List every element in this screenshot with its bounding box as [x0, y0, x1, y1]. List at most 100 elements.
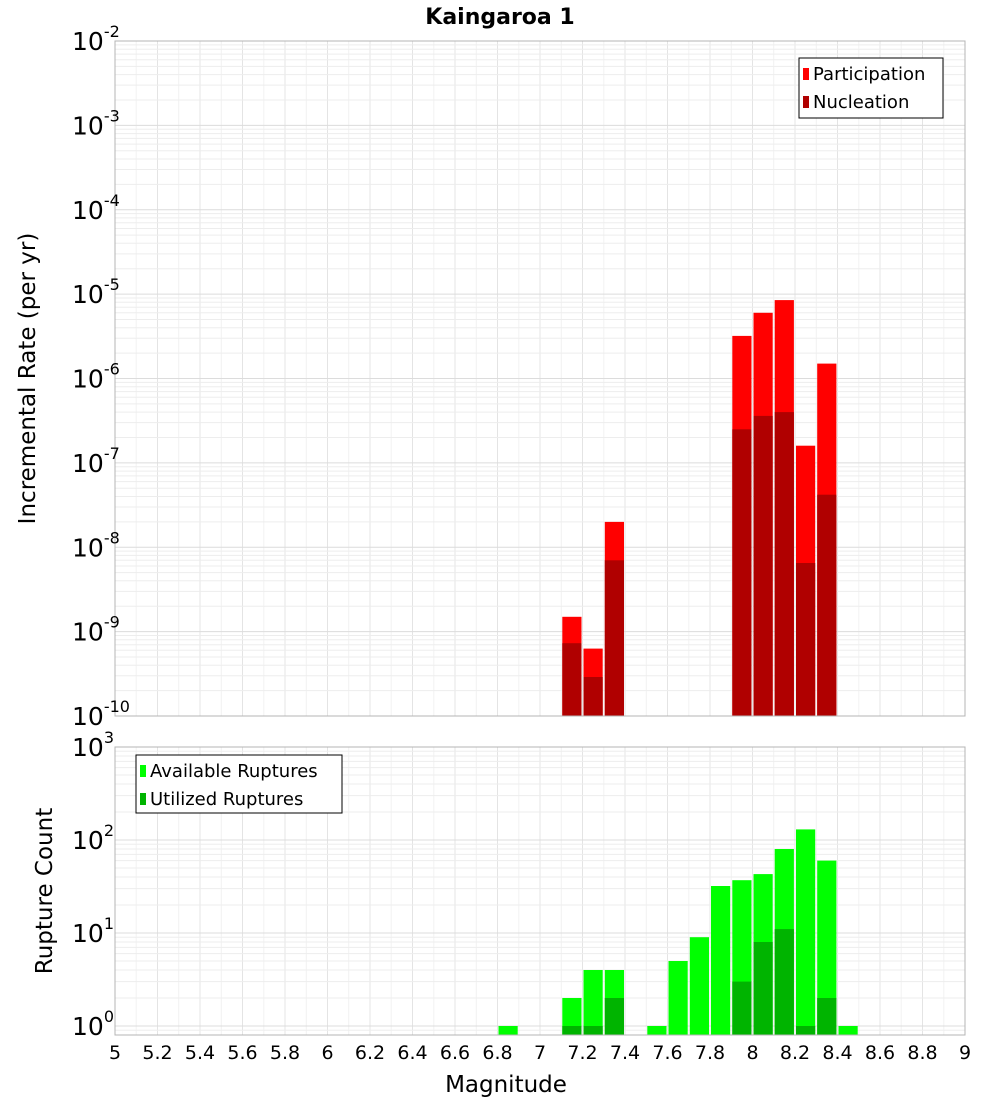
rate-plot-y-ticks: 10-10 10-9 10-8 10-7 10-6 10-5 10-4 10-3 10-2: [72, 22, 130, 731]
x-tick-label: 5: [109, 1042, 121, 1064]
x-tick-label: 7.6: [652, 1042, 682, 1064]
y-tick-label: 10-2: [72, 22, 120, 56]
legend-box: [798, 57, 944, 119]
y-tick-label: 10-9: [72, 613, 120, 647]
y-tick-label: 10-3: [72, 106, 120, 140]
legend-label: Utilized Ruptures: [150, 789, 303, 810]
x-tick-label: 6.6: [440, 1042, 470, 1064]
x-tick-label: 8.6: [865, 1042, 895, 1064]
bar-secondary: [774, 929, 794, 1035]
bar-secondary: [817, 998, 837, 1035]
x-tick-label: 6.2: [355, 1042, 385, 1064]
chart-title: Kaingaroa 1: [425, 5, 574, 30]
bar-primary: [838, 1026, 858, 1035]
x-tick-label: 8.8: [907, 1042, 937, 1064]
y-tick-label: 10-8: [72, 528, 120, 562]
y-tick-exponent: -5: [104, 275, 120, 294]
bar-secondary: [753, 942, 773, 1035]
x-tick-label: 8: [746, 1042, 758, 1064]
bar-secondary: [604, 560, 624, 716]
bar-primary: [796, 829, 816, 1035]
x-axis-label: Magnitude: [445, 1072, 567, 1098]
y-tick-label: 10-6: [72, 360, 120, 394]
x-tick-label: 7.4: [610, 1042, 640, 1064]
legend-label: Nucleation: [813, 92, 909, 113]
rate-plot-grid: [114, 40, 966, 717]
legend-label: Participation: [813, 64, 925, 85]
y-tick-exponent: -9: [104, 613, 120, 632]
bar-secondary: [583, 1026, 603, 1035]
y-tick-exponent: -4: [104, 191, 120, 210]
y-tick-exponent: 2: [104, 821, 114, 840]
bar-secondary: [753, 415, 773, 716]
legend-swatch: [803, 68, 809, 80]
legend-box: [135, 754, 343, 814]
bar-primary: [498, 1026, 518, 1035]
y-tick-label: 102: [72, 821, 114, 855]
legend-swatch: [803, 96, 809, 108]
bar-primary: [583, 970, 603, 1035]
legend-label: Available Ruptures: [150, 761, 318, 782]
y-tick-label: 10-10: [72, 697, 130, 731]
x-tick-label: 8.2: [780, 1042, 810, 1064]
rate-plot-bars: [562, 300, 837, 716]
x-tick-label: 8.4: [822, 1042, 852, 1064]
y-tick-exponent: -8: [104, 528, 120, 547]
bar-primary: [817, 860, 837, 1035]
y-tick-exponent: 3: [104, 728, 114, 747]
rate-plot-frame: [114, 40, 966, 717]
count-plot-legend: Available Ruptures Utilized Ruptures: [135, 754, 343, 814]
x-tick-label: 7.8: [695, 1042, 725, 1064]
bar-primary: [647, 1026, 667, 1035]
count-plot-x-ticks: 5 5.2 5.4 5.6 5.8 6 6.2 6.4 6.6 6.8 7 7.2 7.4 7.6 7.8 8…: [109, 1042, 971, 1064]
bar-secondary: [583, 677, 603, 716]
rate-plot: 10-10 10-9 10-8 10-7 10-6 10-5 10-4 10-3 10-2 In…: [15, 22, 966, 731]
x-tick-label: 9: [959, 1042, 971, 1064]
x-tick-label: 5.6: [227, 1042, 257, 1064]
bar-secondary: [732, 981, 752, 1035]
y-tick-exponent: -10: [104, 697, 130, 716]
rate-plot-legend: Participation Nucleation: [798, 57, 944, 119]
legend-swatch: [140, 765, 146, 777]
y-tick-label: 10-7: [72, 444, 120, 478]
bar-secondary: [562, 643, 582, 716]
x-tick-label: 5.4: [185, 1042, 215, 1064]
y-tick-label: 10-5: [72, 275, 120, 309]
x-tick-label: 6.4: [397, 1042, 427, 1064]
bar-primary: [562, 998, 582, 1035]
bar-secondary: [817, 494, 837, 716]
y-tick-label: 10-4: [72, 191, 120, 225]
y-tick-exponent: -3: [104, 106, 120, 125]
bar-primary: [711, 886, 731, 1035]
x-tick-label: 7: [534, 1042, 546, 1064]
y-tick-label: 100: [72, 1007, 114, 1041]
y-tick-exponent: 0: [104, 1007, 114, 1026]
y-tick-exponent: -6: [104, 360, 120, 379]
bar-primary: [689, 937, 709, 1035]
rate-plot-y-axis-label: Incremental Rate (per yr): [15, 233, 41, 525]
count-plot-bars: [498, 829, 858, 1035]
count-plot-y-axis-label: Rupture Count: [32, 808, 58, 974]
x-tick-label: 6: [321, 1042, 333, 1064]
x-tick-label: 7.2: [567, 1042, 597, 1064]
y-tick-label: 103: [72, 728, 114, 762]
bar-secondary: [774, 412, 794, 716]
y-tick-label: 101: [72, 914, 114, 948]
bar-secondary: [732, 429, 752, 716]
bar-secondary: [562, 1026, 582, 1035]
x-tick-label: 5.2: [142, 1042, 172, 1064]
x-tick-label: 5.8: [270, 1042, 300, 1064]
bar-secondary: [796, 1026, 816, 1035]
y-tick-exponent: -2: [104, 22, 120, 41]
y-tick-exponent: -7: [104, 444, 120, 463]
bar-secondary: [796, 563, 816, 716]
bar-primary: [668, 961, 688, 1035]
y-tick-exponent: 1: [104, 914, 114, 933]
count-plot-frame: [114, 746, 966, 1036]
bar-secondary: [604, 998, 624, 1035]
legend-swatch: [140, 793, 146, 805]
x-tick-label: 6.8: [482, 1042, 512, 1064]
